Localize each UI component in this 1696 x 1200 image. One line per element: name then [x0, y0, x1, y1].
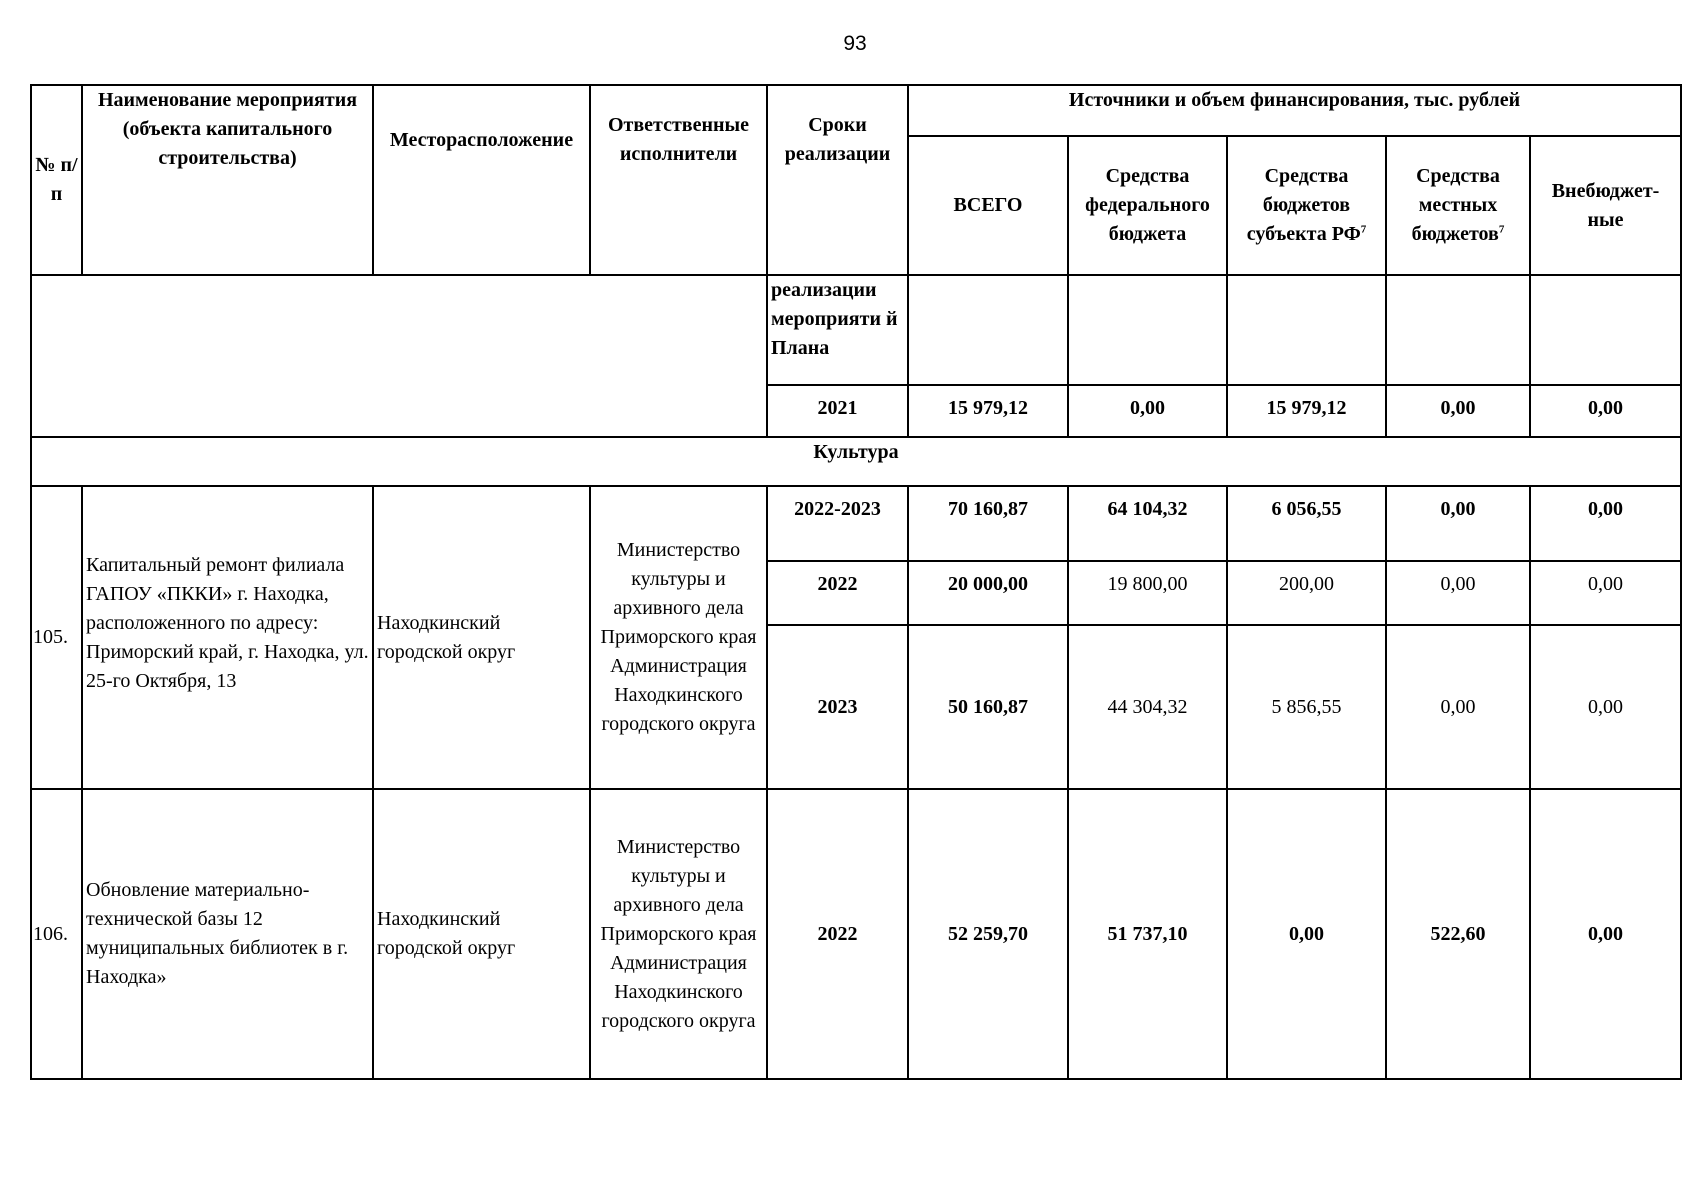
- row-num: 106.: [30, 788, 83, 1080]
- row-location: Находкинский городской округ: [372, 788, 591, 1080]
- footnote-mark: 7: [1360, 223, 1367, 236]
- value-subject: 5 856,55: [1226, 624, 1387, 790]
- row-name: Обновление материально-технической базы …: [81, 788, 374, 1080]
- header-local-label: Средства местных бюджетов: [1411, 165, 1500, 245]
- header-subject: Средства бюджетов субъекта РФ7: [1226, 135, 1387, 276]
- year: 2022-2023: [766, 485, 909, 562]
- value-offbudget: 0,00: [1528, 788, 1683, 1080]
- row-num: 105.: [30, 485, 83, 790]
- value-total: 15 979,12: [907, 384, 1069, 438]
- row-responsible: Министерство культуры и архивного дела П…: [589, 485, 768, 790]
- value-subject: 15 979,12: [1226, 384, 1387, 438]
- carryover-row: реализации мероприяти й Плана: [30, 274, 1683, 438]
- value-total: 20 000,00: [907, 560, 1069, 626]
- value-total: 52 259,70: [907, 788, 1069, 1080]
- table-subrow: 2022 20 000,00 19 800,00 200,00 0,00 0,0…: [31, 560, 1683, 626]
- value-local: 0,00: [1385, 560, 1531, 626]
- header-terms: Сроки реализации: [766, 84, 909, 276]
- footnote-mark: 7: [1498, 223, 1505, 236]
- header-row: № п/п Наименование мероприятия (объекта …: [30, 84, 1683, 276]
- value-federal: 51 737,10: [1067, 788, 1228, 1080]
- value-total: 70 160,87: [907, 485, 1069, 562]
- empty-cell: [1385, 274, 1531, 386]
- empty-cell: [1067, 274, 1228, 386]
- row-location: Находкинский городской округ: [372, 485, 591, 790]
- value-subject: 200,00: [1226, 560, 1387, 626]
- value-total: 50 160,87: [907, 624, 1069, 790]
- value-offbudget: 0,00: [1528, 384, 1683, 438]
- table-row: 105. Капитальный ремонт филиала ГАПОУ «П…: [30, 485, 1683, 790]
- header-local: Средства местных бюджетов7: [1385, 135, 1531, 276]
- empty-cell: [1226, 274, 1387, 386]
- empty-cell: [1528, 274, 1683, 386]
- row-responsible: Министерство культуры и архивного дела П…: [589, 788, 768, 1080]
- header-federal: Средства федерального бюджета: [1067, 135, 1228, 276]
- page-number: 93: [843, 32, 867, 55]
- value-federal: 64 104,32: [1067, 485, 1228, 562]
- value-federal: 0,00: [1067, 384, 1228, 438]
- year: 2022: [766, 560, 909, 626]
- header-total: ВСЕГО: [907, 135, 1069, 276]
- header-name: Наименование мероприятия (объекта капита…: [81, 84, 374, 276]
- header-responsible: Ответственные исполнители: [589, 84, 768, 276]
- value-subject: 0,00: [1226, 788, 1387, 1080]
- funding-table: № п/п Наименование мероприятия (объекта …: [29, 84, 1683, 1080]
- value-local: 0,00: [1385, 384, 1531, 438]
- table-subrow: 2023 50 160,87 44 304,32 5 856,55 0,00 0…: [31, 624, 1683, 790]
- section-title: Культура: [29, 436, 1683, 487]
- header-subject-label: Средства бюджетов субъекта РФ: [1246, 165, 1361, 245]
- carryover-label: реализации мероприяти й Плана: [766, 274, 909, 386]
- value-federal: 44 304,32: [1067, 624, 1228, 790]
- header-location: Месторасположение: [372, 84, 591, 276]
- value-local: 0,00: [1385, 624, 1531, 790]
- year: 2022: [766, 788, 909, 1080]
- table-row: 106. Обновление материально-технической …: [30, 788, 1683, 1080]
- year: 2023: [766, 624, 909, 790]
- empty-cell: [907, 274, 1069, 386]
- header-offbudget: Внебюджет-ные: [1528, 135, 1683, 276]
- header-funding: Источники и объем финансирования, тыс. р…: [906, 84, 1683, 137]
- value-offbudget: 0,00: [1528, 485, 1683, 562]
- carryover-values-row: 2021 15 979,12 0,00 15 979,12 0,00 0,00: [31, 384, 1683, 438]
- value-offbudget: 0,00: [1528, 560, 1683, 626]
- value-federal: 19 800,00: [1067, 560, 1228, 626]
- value-local: 522,60: [1385, 788, 1531, 1080]
- value-local: 0,00: [1385, 485, 1531, 562]
- section-row: Культура: [29, 436, 1683, 487]
- carryover-empty: [30, 274, 768, 438]
- row-name: Капитальный ремонт филиала ГАПОУ «ПККИ» …: [81, 485, 374, 790]
- year: 2021: [766, 384, 909, 438]
- header-num: № п/п: [30, 84, 83, 276]
- value-subject: 6 056,55: [1226, 485, 1387, 562]
- value-offbudget: 0,00: [1528, 624, 1683, 790]
